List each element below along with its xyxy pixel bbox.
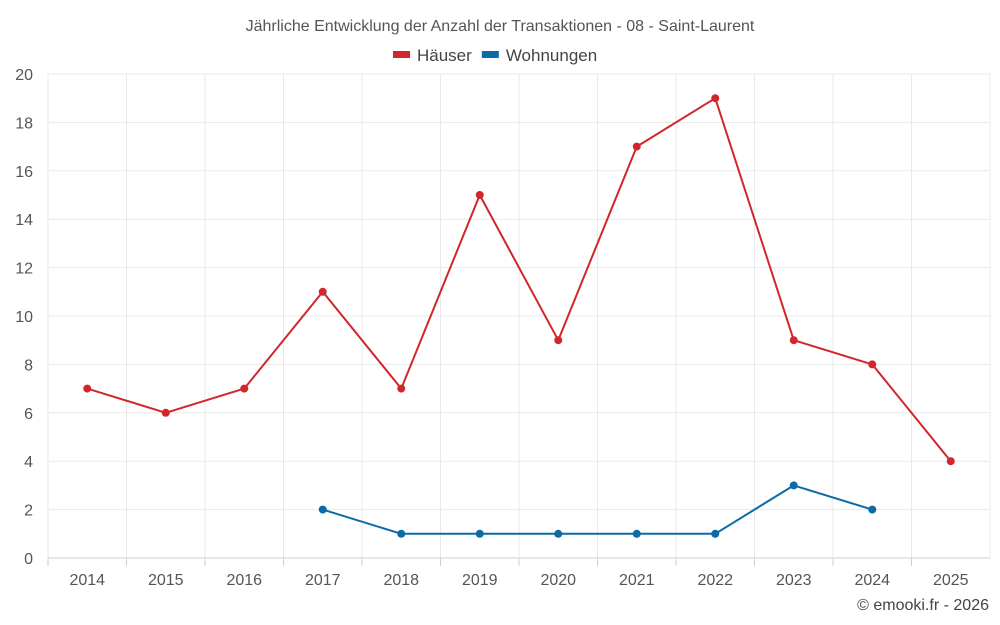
legend-item-1[interactable]: Wohnungen (481, 46, 597, 65)
chart-title: Jährliche Entwicklung der Anzahl der Tra… (246, 18, 755, 35)
x-tick-label: 2019 (462, 572, 498, 589)
data-point (318, 505, 327, 514)
y-tick-label: 8 (24, 357, 33, 374)
data-point (632, 142, 641, 151)
credit-text: © emooki.fr - 2026 (857, 597, 989, 614)
legend[interactable]: Häuser Wohnungen (393, 46, 597, 65)
y-tick-label: 0 (24, 551, 33, 568)
series-line (86, 97, 952, 462)
legend-swatch (393, 51, 410, 58)
x-tick-label: 2020 (540, 572, 576, 589)
data-point (554, 529, 563, 538)
legend-item-0[interactable]: Häuser (393, 46, 472, 65)
x-tick-label: 2015 (148, 572, 184, 589)
x-tick-label: 2016 (226, 572, 262, 589)
data-point (240, 384, 249, 393)
y-tick-label: 2 (24, 503, 33, 520)
data-point (868, 360, 877, 369)
x-tick-label: 2018 (383, 572, 419, 589)
y-tick-label: 14 (15, 212, 33, 229)
y-tick-label: 4 (24, 454, 33, 471)
data-point (397, 529, 406, 538)
series-line (322, 484, 873, 535)
x-tick-label: 2021 (619, 572, 655, 589)
data-point (868, 505, 877, 514)
legend-swatch (481, 51, 499, 58)
x-tick-label: 2024 (854, 572, 890, 589)
data-point (711, 94, 720, 103)
x-axis: 2014 2015 2016 2017 2018 2019 2020 2021 2022 2023… (47, 558, 969, 589)
grid-lines (47, 73, 991, 559)
y-tick-label: 6 (24, 406, 33, 423)
data-point (397, 384, 406, 393)
y-tick-label: 10 (15, 309, 33, 326)
data-point (475, 191, 484, 199)
data-point (789, 481, 798, 490)
data-point (161, 408, 170, 417)
data-point (318, 287, 327, 296)
series-1 (318, 481, 877, 538)
legend-label: Wohnungen (506, 46, 597, 65)
data-point (554, 336, 563, 345)
x-tick-label: 2022 (697, 572, 733, 589)
data-point (789, 336, 798, 345)
data-point (632, 529, 641, 538)
y-tick-label: 12 (15, 261, 33, 278)
y-tick-label: 16 (15, 164, 33, 181)
data-point (475, 529, 484, 538)
x-tick-label: 2025 (933, 572, 969, 589)
data-point (946, 457, 955, 466)
x-tick-label: 2014 (69, 572, 105, 589)
y-tick-label: 18 (15, 115, 33, 132)
x-tick-label: 2017 (305, 572, 341, 589)
data-point (711, 529, 720, 538)
y-axis: 0 2 4 6 8 10 12 14 16 18 20 (15, 67, 33, 568)
series-0 (83, 94, 955, 466)
legend-label: Häuser (417, 46, 472, 65)
series-group (83, 94, 955, 538)
data-point (83, 384, 92, 393)
y-tick-label: 20 (15, 67, 33, 84)
x-tick-label: 2023 (776, 572, 812, 589)
